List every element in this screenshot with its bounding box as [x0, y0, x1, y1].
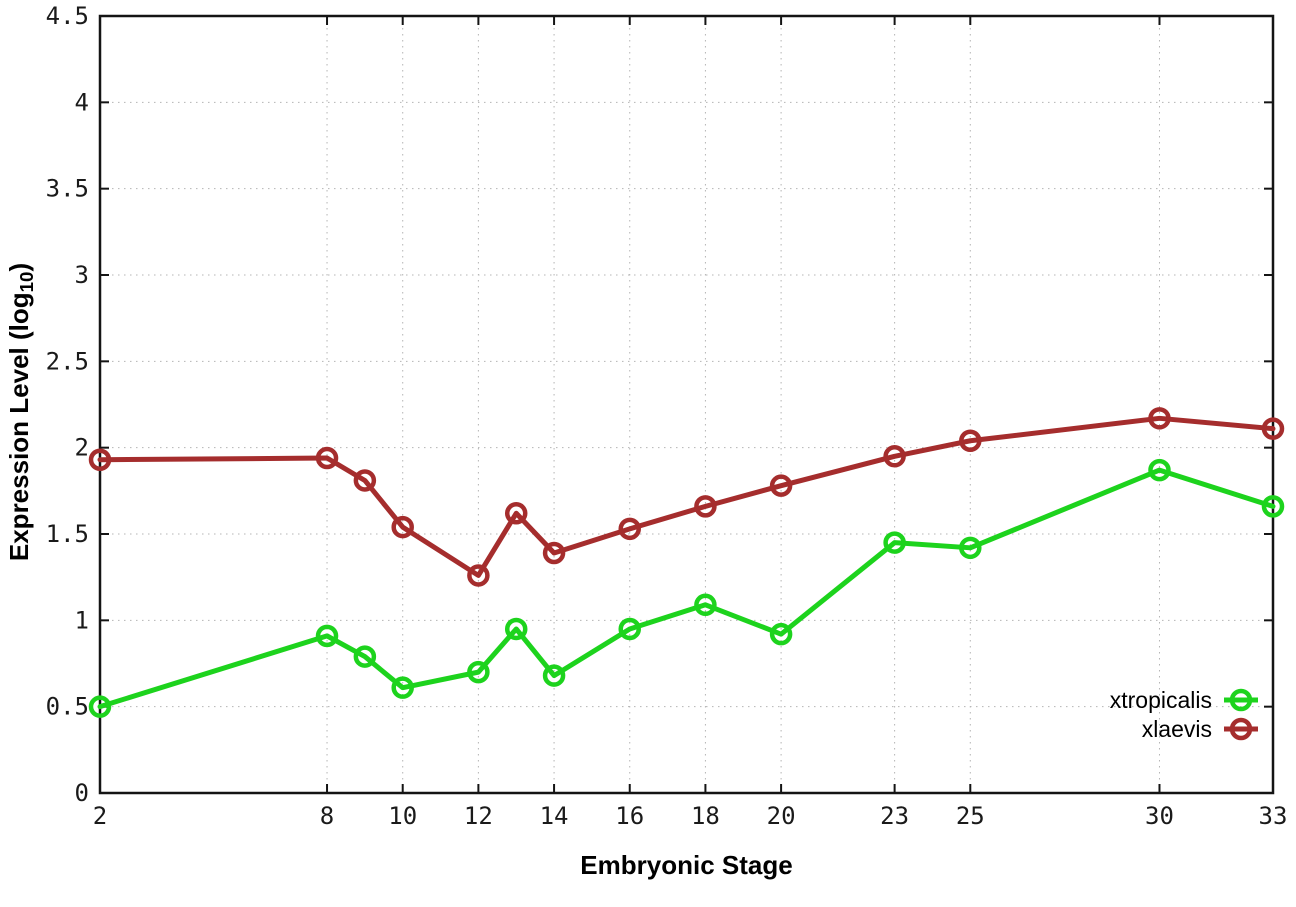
- series-line-xtropicalis: [97, 467, 1276, 710]
- data-point-xlaevis: [1261, 417, 1285, 440]
- data-point-xlaevis: [883, 445, 906, 468]
- y-axis-title-suffix: ): [4, 262, 35, 272]
- x-tick-label: 14: [540, 802, 569, 830]
- x-tick-label: 20: [767, 802, 796, 830]
- x-tick-label: 25: [956, 802, 985, 830]
- data-point-xtropicalis: [88, 695, 112, 718]
- y-tick-label: 2.5: [46, 347, 89, 375]
- data-point-xlaevis: [769, 474, 793, 497]
- y-axis-title-subscript: 10: [15, 271, 37, 293]
- data-point-xtropicalis: [618, 617, 641, 641]
- x-tick-label: 30: [1145, 802, 1174, 830]
- y-axis-title: Expression Level (log10): [4, 263, 38, 561]
- data-point-xlaevis: [694, 495, 717, 518]
- x-tick-label: 2: [93, 802, 107, 830]
- y-tick-label: 1.5: [46, 520, 89, 548]
- data-point-xlaevis: [88, 448, 112, 472]
- x-tick-label: 16: [615, 802, 644, 830]
- y-tick-label: 4.5: [46, 2, 89, 30]
- x-tick-label: 12: [464, 802, 493, 830]
- data-point-xtropicalis: [1148, 458, 1171, 482]
- data-point-xlaevis: [315, 446, 339, 470]
- data-point-xtropicalis: [542, 664, 566, 687]
- data-point-xtropicalis: [315, 624, 339, 648]
- data-point-xtropicalis: [504, 617, 528, 641]
- x-tick-label: 18: [691, 802, 720, 830]
- legend-label-xlaevis: xlaevis: [1142, 716, 1212, 742]
- y-tick-label: 2: [75, 434, 89, 462]
- data-point-xtropicalis: [353, 645, 377, 668]
- data-point-xtropicalis: [883, 531, 906, 554]
- y-tick-label: 4: [75, 88, 89, 116]
- data-point-xlaevis: [353, 469, 377, 492]
- x-axis-title: Embryonic Stage: [580, 850, 793, 880]
- data-point-xtropicalis: [694, 593, 717, 617]
- y-tick-label: 3: [75, 261, 89, 289]
- x-tick-label: 10: [388, 802, 417, 830]
- data-point-xtropicalis: [1261, 495, 1285, 518]
- data-point-xtropicalis: [959, 536, 982, 560]
- data-point-xlaevis: [467, 564, 490, 587]
- data-point-xtropicalis: [467, 660, 490, 684]
- data-point-xlaevis: [618, 517, 641, 541]
- x-tick-label: 23: [880, 802, 909, 830]
- data-point-xtropicalis: [391, 676, 414, 699]
- data-point-xtropicalis: [769, 622, 793, 646]
- legend-marker-xtropicalis: [1229, 688, 1253, 712]
- y-tick-label: 3.5: [46, 175, 89, 203]
- data-point-xlaevis: [959, 429, 982, 453]
- y-tick-label: 1: [75, 606, 89, 634]
- x-tick-label: 33: [1259, 802, 1288, 830]
- data-point-xlaevis: [1148, 407, 1171, 430]
- legend-marker-xlaevis: [1229, 717, 1253, 741]
- y-tick-label: 0: [75, 779, 89, 807]
- y-tick-label: 0.5: [46, 693, 89, 721]
- data-point-xlaevis: [391, 515, 414, 539]
- plot-border: [98, 14, 1275, 795]
- data-point-xlaevis: [504, 502, 528, 525]
- x-tick-label: 8: [320, 802, 334, 830]
- y-axis-title-main: Expression Level (log: [4, 292, 35, 562]
- data-point-xlaevis: [542, 541, 566, 565]
- legend-label-xtropicalis: xtropicalis: [1110, 687, 1212, 713]
